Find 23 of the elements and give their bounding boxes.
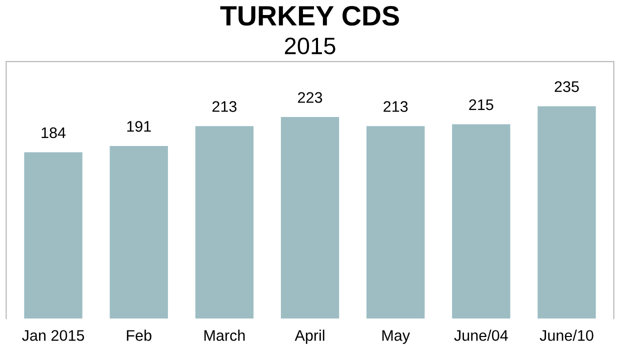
x-tick-label: June/04 <box>454 330 508 341</box>
bar <box>366 126 425 319</box>
bar <box>110 146 168 319</box>
chart-subtitle: 2015 <box>284 38 336 54</box>
bar <box>195 126 254 319</box>
x-tick-label: April <box>294 330 324 344</box>
x-tick-label: March <box>204 330 245 341</box>
data-label: 213 <box>212 101 236 112</box>
x-tick-label: Feb <box>126 330 152 341</box>
data-label: 213 <box>384 101 408 112</box>
data-label: 223 <box>298 92 322 103</box>
x-tick-label: June/10 <box>540 330 594 341</box>
data-label: 235 <box>554 81 579 92</box>
bar <box>452 124 510 319</box>
data-label: 191 <box>127 121 151 132</box>
bar <box>24 152 82 319</box>
bar <box>538 106 596 319</box>
data-label: 184 <box>42 127 66 138</box>
chart-title: TURKEY CDS <box>220 6 399 26</box>
x-tick-label: Jan 2015 <box>22 330 84 341</box>
x-tick-label: May <box>382 330 410 344</box>
bar <box>280 117 340 319</box>
data-label: 215 <box>469 99 494 110</box>
